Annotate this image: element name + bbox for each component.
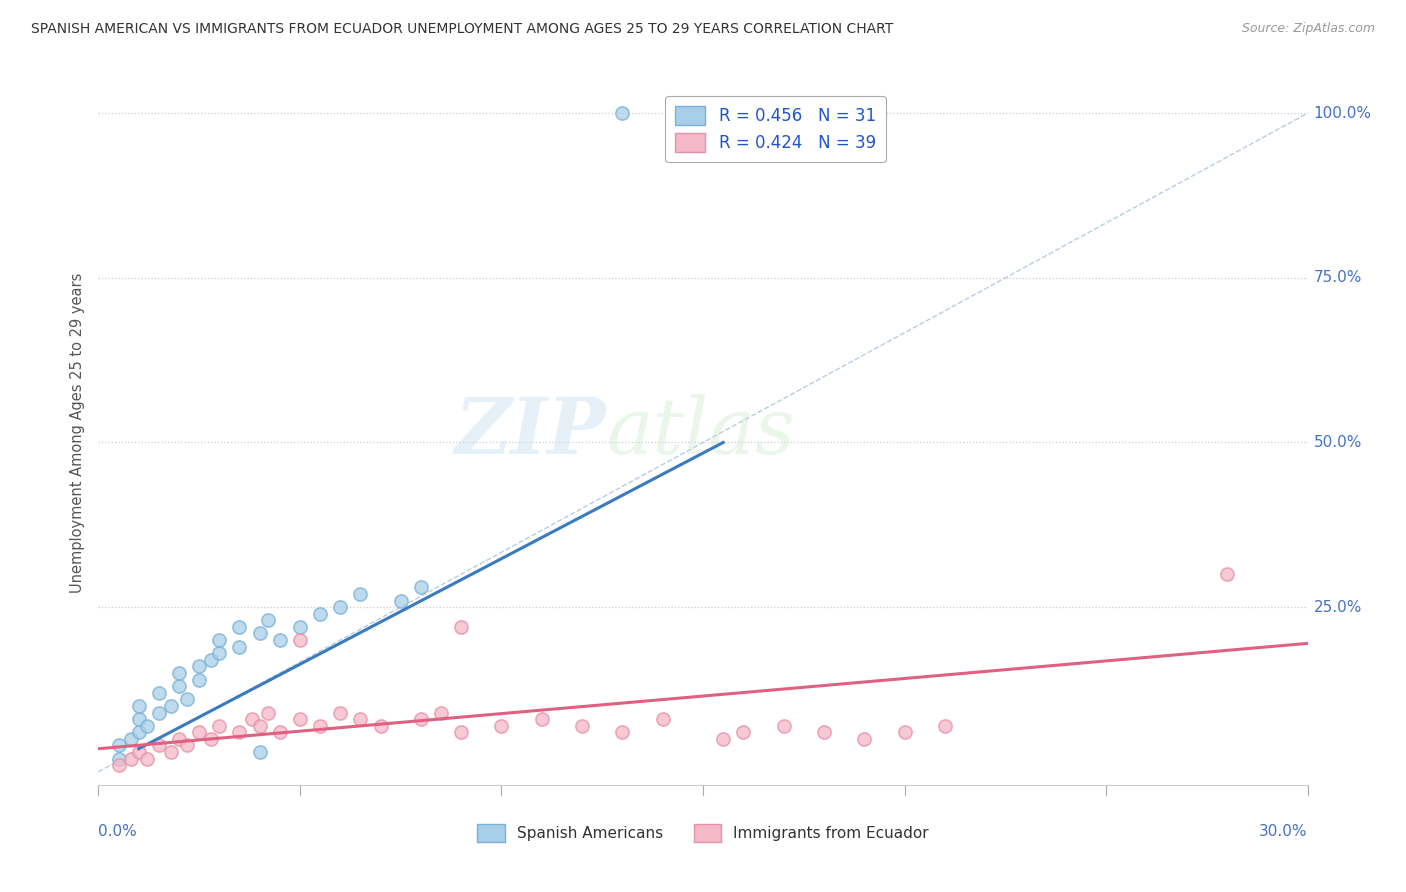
Point [409,581,432,595]
Point [148,686,170,700]
Point [530,712,553,726]
Point [208,633,231,648]
Point [188,673,211,687]
Point [450,725,472,739]
Point [120,731,142,746]
Point [249,719,271,733]
Point [269,633,291,648]
Point [128,745,150,759]
Point [711,731,734,746]
Point [135,751,157,765]
Point [772,719,794,733]
Text: ZIP: ZIP [454,394,606,471]
Point [148,706,170,720]
Point [128,712,150,726]
Point [329,706,352,720]
Point [176,739,198,753]
Text: 25.0%: 25.0% [1313,599,1362,615]
Point [309,607,332,621]
Point [370,719,392,733]
Point [651,712,673,726]
Point [160,745,183,759]
Point [893,725,915,739]
Point [128,698,150,713]
Point [160,698,183,713]
Point [167,679,190,693]
Point [571,719,593,733]
Point [249,626,271,640]
Text: 75.0%: 75.0% [1313,270,1362,285]
Point [208,646,231,660]
Point [135,719,157,733]
Point [200,731,222,746]
Point [228,620,250,634]
Point [269,725,291,739]
Point [120,751,142,765]
Point [430,706,453,720]
Text: 100.0%: 100.0% [1313,106,1372,120]
Point [128,725,150,739]
Point [853,731,876,746]
Point [288,712,311,726]
Point [288,620,311,634]
Point [256,706,278,720]
Point [167,731,190,746]
Point [934,719,956,733]
Point [1216,567,1239,582]
Point [228,725,250,739]
Point [389,593,412,607]
Point [288,633,311,648]
Point [612,106,634,120]
Legend: Spanish Americans, Immigrants from Ecuador: Spanish Americans, Immigrants from Ecuad… [471,818,935,847]
Point [188,659,211,673]
Text: Source: ZipAtlas.com: Source: ZipAtlas.com [1241,22,1375,36]
Point [200,653,222,667]
Point [329,600,352,615]
Y-axis label: Unemployment Among Ages 25 to 29 years: Unemployment Among Ages 25 to 29 years [69,272,84,593]
Point [167,665,190,680]
Point [107,758,129,772]
Point [349,587,371,601]
Point [450,620,472,634]
Point [249,745,271,759]
Point [107,739,129,753]
Point [612,725,634,739]
Point [349,712,371,726]
Text: 50.0%: 50.0% [1313,435,1362,450]
Text: SPANISH AMERICAN VS IMMIGRANTS FROM ECUADOR UNEMPLOYMENT AMONG AGES 25 TO 29 YEA: SPANISH AMERICAN VS IMMIGRANTS FROM ECUA… [31,22,893,37]
Point [256,613,278,627]
Point [733,725,755,739]
Point [176,692,198,706]
Point [813,725,835,739]
Text: atlas: atlas [606,394,794,471]
Text: 0.0%: 0.0% [98,824,138,839]
Point [228,640,250,654]
Point [148,739,170,753]
Text: 30.0%: 30.0% [1260,824,1308,839]
Point [188,725,211,739]
Point [208,719,231,733]
Point [491,719,513,733]
Point [107,751,129,765]
Point [409,712,432,726]
Point [240,712,263,726]
Point [309,719,332,733]
